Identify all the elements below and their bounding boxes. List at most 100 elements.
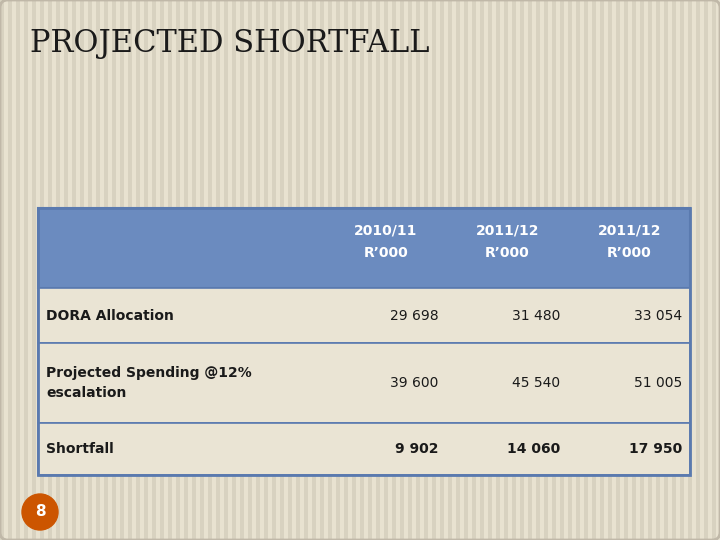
- Bar: [624, 0, 628, 540]
- Bar: [664, 0, 668, 540]
- Bar: [648, 0, 652, 540]
- Bar: [464, 0, 468, 540]
- Bar: [360, 0, 364, 540]
- Bar: [496, 0, 500, 540]
- Bar: [120, 0, 124, 540]
- Text: 14 060: 14 060: [507, 442, 560, 456]
- Bar: [232, 0, 236, 540]
- Bar: [440, 0, 444, 540]
- Bar: [296, 0, 300, 540]
- Bar: [328, 0, 332, 540]
- Bar: [312, 0, 316, 540]
- Text: 2011/12: 2011/12: [598, 224, 661, 238]
- Bar: [704, 0, 708, 540]
- Bar: [48, 0, 52, 540]
- Bar: [248, 0, 252, 540]
- Bar: [376, 0, 380, 540]
- Bar: [168, 0, 172, 540]
- Bar: [38, 208, 690, 475]
- Text: Projected Spending @12%
escalation: Projected Spending @12% escalation: [46, 366, 252, 400]
- Bar: [512, 0, 516, 540]
- Bar: [256, 0, 260, 540]
- Bar: [144, 0, 148, 540]
- Bar: [640, 0, 644, 540]
- Bar: [712, 0, 716, 540]
- Bar: [8, 0, 12, 540]
- Bar: [320, 0, 324, 540]
- Bar: [560, 0, 564, 540]
- Bar: [288, 0, 292, 540]
- Bar: [200, 0, 204, 540]
- Text: 8: 8: [35, 504, 45, 519]
- Bar: [38, 423, 690, 475]
- Bar: [16, 0, 20, 540]
- Bar: [656, 0, 660, 540]
- Bar: [38, 288, 690, 343]
- Bar: [38, 208, 690, 288]
- Text: PROJECTED SHORTFALL: PROJECTED SHORTFALL: [30, 28, 430, 59]
- Bar: [432, 0, 436, 540]
- Bar: [520, 0, 524, 540]
- Bar: [368, 0, 372, 540]
- Bar: [576, 0, 580, 540]
- Bar: [608, 0, 612, 540]
- Bar: [392, 0, 396, 540]
- Bar: [448, 0, 452, 540]
- Bar: [696, 0, 700, 540]
- Text: 2011/12: 2011/12: [476, 224, 539, 238]
- Bar: [216, 0, 220, 540]
- Bar: [224, 0, 228, 540]
- Bar: [192, 0, 196, 540]
- Bar: [24, 0, 28, 540]
- Bar: [552, 0, 556, 540]
- Bar: [688, 0, 692, 540]
- Bar: [176, 0, 180, 540]
- Text: R’000: R’000: [485, 246, 530, 260]
- Bar: [632, 0, 636, 540]
- Bar: [488, 0, 492, 540]
- Bar: [112, 0, 116, 540]
- Bar: [64, 0, 68, 540]
- Bar: [38, 343, 690, 423]
- Text: 2010/11: 2010/11: [354, 224, 418, 238]
- Circle shape: [22, 494, 58, 530]
- Text: 29 698: 29 698: [390, 308, 438, 322]
- Bar: [152, 0, 156, 540]
- Bar: [304, 0, 308, 540]
- Bar: [424, 0, 428, 540]
- Bar: [680, 0, 684, 540]
- Bar: [336, 0, 340, 540]
- Text: 33 054: 33 054: [634, 308, 682, 322]
- Bar: [672, 0, 676, 540]
- Bar: [544, 0, 548, 540]
- Bar: [344, 0, 348, 540]
- Bar: [40, 0, 44, 540]
- Bar: [272, 0, 276, 540]
- Text: 39 600: 39 600: [390, 376, 438, 390]
- Bar: [136, 0, 140, 540]
- Bar: [400, 0, 404, 540]
- Bar: [616, 0, 620, 540]
- Bar: [536, 0, 540, 540]
- Bar: [88, 0, 92, 540]
- Bar: [0, 0, 4, 540]
- Text: 9 902: 9 902: [395, 442, 438, 456]
- Bar: [472, 0, 476, 540]
- Bar: [56, 0, 60, 540]
- Bar: [504, 0, 508, 540]
- Bar: [128, 0, 132, 540]
- Bar: [408, 0, 412, 540]
- Bar: [184, 0, 188, 540]
- Text: DORA Allocation: DORA Allocation: [46, 308, 174, 322]
- Text: Shortfall: Shortfall: [46, 442, 114, 456]
- Bar: [96, 0, 100, 540]
- Bar: [592, 0, 596, 540]
- Bar: [240, 0, 244, 540]
- Bar: [280, 0, 284, 540]
- Text: R’000: R’000: [364, 246, 408, 260]
- Bar: [352, 0, 356, 540]
- Text: 45 540: 45 540: [512, 376, 560, 390]
- Bar: [456, 0, 460, 540]
- Bar: [568, 0, 572, 540]
- Bar: [384, 0, 388, 540]
